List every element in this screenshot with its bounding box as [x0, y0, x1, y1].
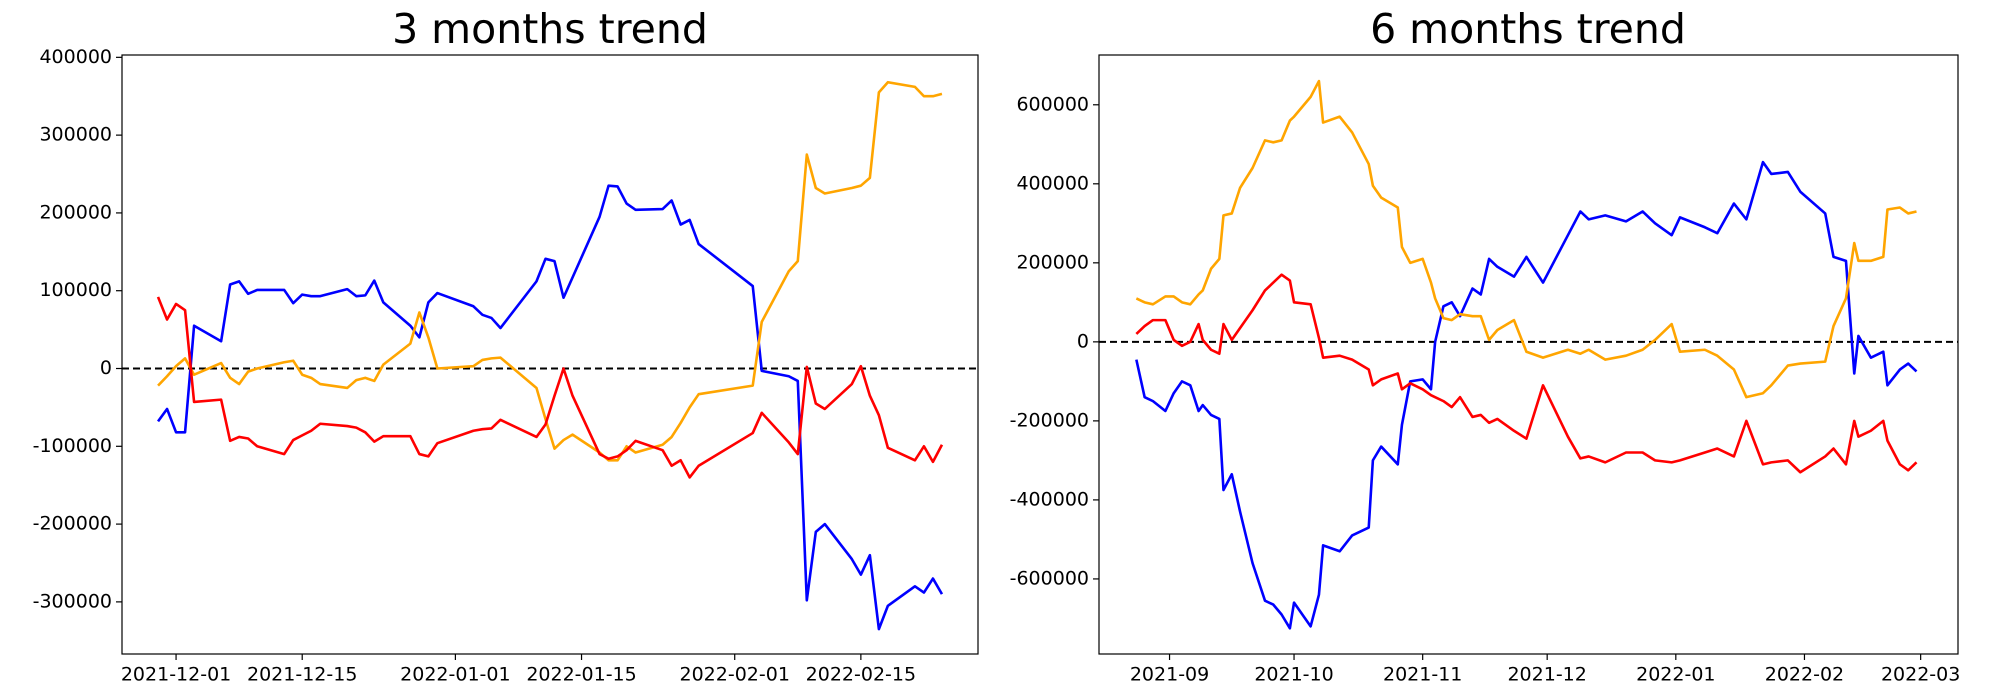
x-tick-label: 2021-11	[1383, 664, 1462, 686]
data-line	[1135, 79, 1917, 399]
x-tick-label: 2022-01	[1636, 664, 1715, 686]
plot-frame	[1098, 54, 1959, 655]
data-line	[1135, 160, 1918, 630]
chart-title: 6 months trend	[1370, 5, 1686, 53]
y-tick-label: -100000	[33, 435, 112, 457]
x-tick-label: 2022-01-15	[526, 664, 636, 686]
y-tick-label: -600000	[1010, 567, 1089, 589]
x-tick-label: 2021-10	[1254, 664, 1333, 686]
y-tick-label: -400000	[1010, 488, 1089, 510]
y-tick-label: 600000	[1016, 93, 1089, 115]
x-tick-label: 2022-03	[1881, 664, 1960, 686]
y-tick-label: 0	[1077, 330, 1089, 352]
data-line	[1135, 273, 1918, 474]
x-tick-label: 2022-02-15	[806, 664, 916, 686]
y-tick-label: 200000	[39, 201, 112, 223]
chart-title: 3 months trend	[392, 5, 708, 53]
x-tick-label: 2021-12-15	[247, 664, 357, 686]
y-tick-label: -300000	[33, 590, 112, 612]
y-tick-label: 400000	[1016, 172, 1089, 194]
x-tick-label: 2021-12	[1507, 664, 1586, 686]
y-tick-label: 0	[100, 357, 112, 379]
x-tick-label: 2022-01-01	[400, 664, 510, 686]
y-tick-label: 200000	[1016, 251, 1089, 273]
y-tick-label: -200000	[1010, 409, 1089, 431]
x-tick-label: 2022-02	[1765, 664, 1844, 686]
data-line	[157, 80, 943, 462]
y-tick-label: -200000	[33, 513, 112, 535]
y-tick-label: 300000	[39, 124, 112, 146]
x-tick-label: 2021-12-01	[121, 664, 231, 686]
data-line	[156, 296, 944, 479]
plot-frame	[121, 54, 979, 655]
y-tick-label: 400000	[39, 46, 112, 68]
x-tick-label: 2021-09	[1130, 664, 1209, 686]
x-tick-label: 2022-02-01	[680, 664, 790, 686]
data-line	[156, 184, 944, 631]
y-tick-label: 100000	[39, 279, 112, 301]
